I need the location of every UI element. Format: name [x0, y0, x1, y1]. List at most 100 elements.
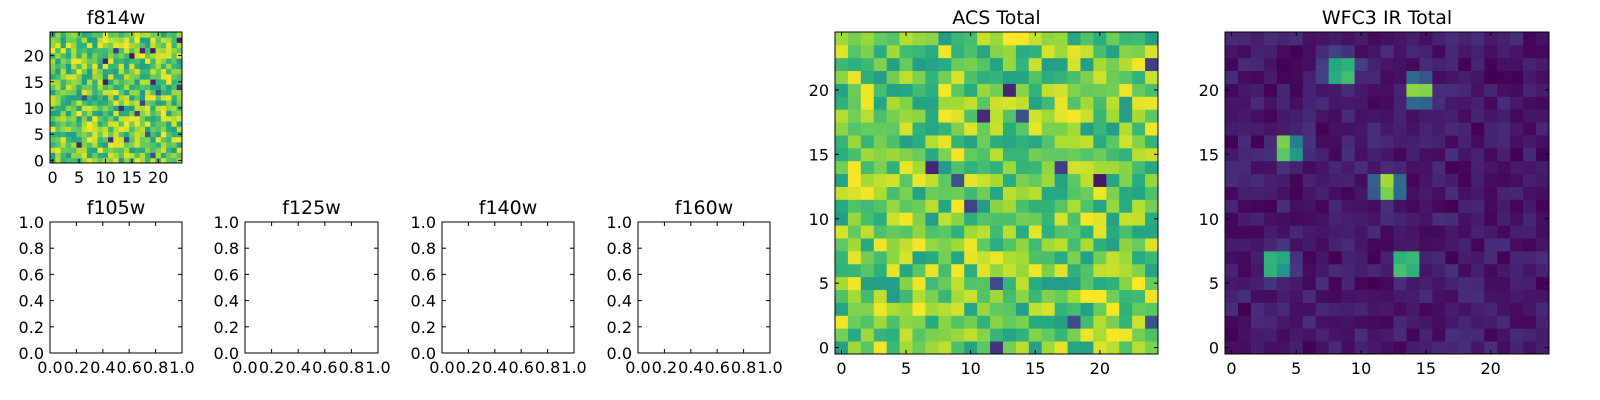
heatmap-cell [1054, 212, 1068, 226]
axes-frame [441, 221, 575, 354]
heatmap-cell [977, 109, 991, 123]
heatmap-cell [1067, 289, 1081, 303]
heatmap-cell [171, 152, 178, 159]
heatmap-cell [155, 79, 162, 85]
heatmap-cell [113, 84, 120, 91]
heatmap-cell [1393, 122, 1407, 136]
heatmap-cell [1432, 315, 1446, 329]
heatmap-cell [1276, 70, 1291, 84]
heatmap-cell [86, 105, 93, 111]
y-tick-label: 20 [809, 81, 829, 100]
heatmap-cell [873, 122, 888, 136]
heatmap-cell [1341, 302, 1355, 316]
heatmap-cell [1080, 302, 1094, 316]
heatmap-cell [71, 131, 77, 138]
heatmap-cell [1354, 276, 1368, 290]
heatmap-cell [1328, 315, 1343, 329]
heatmap-cell [912, 70, 926, 84]
heatmap-cell [1002, 96, 1017, 110]
heatmap-cell [860, 186, 875, 200]
heatmap-cell [160, 47, 167, 54]
heatmap-cell [1328, 212, 1343, 226]
heatmap-cell [1341, 83, 1355, 97]
heatmap-cell [118, 84, 125, 91]
heatmap-cell [1328, 70, 1343, 84]
heatmap-cell [145, 152, 151, 159]
heatmap-cell [835, 147, 849, 162]
heatmap-cell [1015, 328, 1030, 342]
heatmap-cell [1054, 57, 1068, 72]
heatmap-cell [1276, 263, 1291, 278]
heatmap-cell [108, 115, 114, 122]
heatmap-cell [1367, 289, 1381, 303]
heatmap-cell [886, 96, 900, 110]
heatmap-cell [1067, 96, 1081, 110]
heatmap-cell [160, 68, 167, 75]
heatmap-cell [1315, 302, 1330, 316]
heatmap-cell [113, 100, 120, 106]
heatmap-cell [1067, 109, 1081, 123]
heatmap-cell [113, 105, 120, 111]
heatmap-cell [1132, 289, 1146, 303]
heatmap-cell [1497, 135, 1511, 149]
heatmap-cell [899, 96, 913, 110]
heatmap-cell [938, 32, 952, 46]
heatmap-cell [155, 58, 162, 64]
heatmap-cell [150, 52, 156, 59]
heatmap-cell [951, 70, 965, 84]
heatmap-cell [1341, 250, 1355, 265]
heatmap-cell [1041, 70, 1056, 84]
heatmap-cell [1497, 341, 1511, 355]
heatmap-cell [1458, 44, 1472, 59]
x-tick-label: 0.6 [116, 358, 141, 377]
heatmap-cell [1445, 109, 1459, 123]
heatmap-cell [155, 121, 162, 127]
heatmap-cell [139, 147, 146, 153]
heatmap-cell [1015, 109, 1030, 123]
heatmap-cell [1237, 250, 1252, 265]
heatmap-cell [155, 89, 162, 96]
heatmap-cell [150, 152, 156, 159]
heatmap-cell [1419, 109, 1433, 123]
heatmap-cell [1341, 199, 1355, 213]
heatmap-cell [1458, 70, 1472, 84]
heatmap-cell [951, 250, 965, 265]
heatmap-cell [76, 89, 83, 96]
heatmap-cell [1225, 250, 1239, 265]
x-tick-label: 0.6 [312, 358, 337, 377]
heatmap-cell [171, 52, 178, 59]
heatmap-cell [1393, 44, 1407, 59]
heatmap-cell [150, 73, 156, 80]
heatmap-cell [1380, 289, 1394, 303]
heatmap-cell [160, 115, 167, 122]
heatmap-cell [123, 47, 130, 54]
heatmap-cell [912, 109, 926, 123]
heatmap-cell [1510, 147, 1524, 162]
heatmap-cell [1393, 250, 1407, 265]
heatmap-cell [1080, 276, 1094, 290]
heatmap-cell [118, 58, 125, 64]
heatmap-cell [1328, 122, 1343, 136]
heatmap-cell [123, 58, 130, 64]
heatmap-cell [938, 250, 952, 265]
heatmap-cell [1132, 328, 1146, 342]
heatmap-cell [65, 47, 72, 54]
y-tick-label: 0.4 [214, 292, 239, 311]
heatmap-cell [1432, 109, 1446, 123]
heatmap-cell [108, 121, 114, 127]
heatmap-cell [171, 37, 178, 43]
heatmap-cell [1497, 96, 1511, 110]
heatmap-cell [977, 341, 991, 355]
heatmap-cell [1067, 70, 1081, 84]
heatmap-cell [71, 142, 77, 148]
heatmap-cell [899, 276, 913, 290]
heatmap-cell [1225, 57, 1239, 72]
heatmap-cell [1106, 109, 1120, 123]
heatmap-cell [118, 32, 125, 38]
heatmap-cell [1106, 302, 1120, 316]
heatmap-cell [1132, 135, 1146, 149]
heatmap-cell [1536, 160, 1550, 175]
heatmap-cell [1028, 199, 1043, 213]
heatmap-cell [71, 63, 77, 70]
heatmap-cell [166, 89, 172, 96]
